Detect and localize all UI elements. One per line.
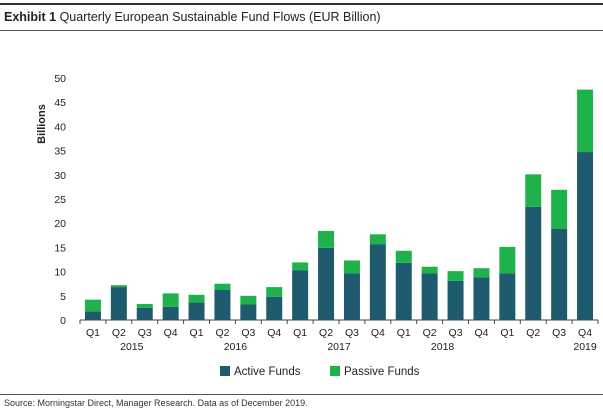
x-tick-label: Q3 <box>138 327 152 339</box>
bar-active-funds <box>240 304 257 320</box>
x-tick-label: Q1 <box>190 327 204 339</box>
bar-passive-funds <box>318 230 335 248</box>
chart-title-text: Quarterly European Sustainable Fund Flow… <box>59 10 381 24</box>
bar-passive-funds <box>473 268 490 278</box>
bar-passive-funds <box>110 285 127 288</box>
bar-active-funds <box>499 273 516 320</box>
bar-passive-funds <box>499 246 516 274</box>
y-tick-label: 0 <box>60 315 66 327</box>
x-tick-label: Q2 <box>112 327 126 339</box>
y-axis-label: Billions <box>36 104 48 144</box>
legend-label-passive: Passive Funds <box>344 366 420 378</box>
bar-active-funds <box>369 244 386 320</box>
bar-active-funds <box>525 206 542 320</box>
bar-passive-funds <box>395 250 412 263</box>
x-tick-label: Q4 <box>267 327 281 339</box>
bar-active-funds <box>447 280 464 320</box>
bar-active-funds <box>136 307 153 320</box>
bar-active-funds <box>473 277 490 320</box>
x-tick-label: Q1 <box>293 327 307 339</box>
bar-passive-funds <box>240 295 257 305</box>
x-tick-label: Q4 <box>474 327 488 339</box>
bar-passive-funds <box>136 304 153 308</box>
y-tick-label: 20 <box>54 218 66 230</box>
bar-active-funds <box>110 287 127 320</box>
y-tick-label: 35 <box>54 146 66 158</box>
y-tick-label: 5 <box>60 291 66 303</box>
y-tick-label: 40 <box>54 121 66 133</box>
bars <box>84 89 594 320</box>
bar-active-funds <box>214 289 231 320</box>
bar-passive-funds <box>266 287 283 297</box>
x-tick-label: Q1 <box>86 327 100 339</box>
chart-title: Exhibit 1 Quarterly European Sustainable… <box>4 10 381 24</box>
x-tick-label: Q2 <box>423 327 437 339</box>
bar-active-funds <box>266 296 283 320</box>
bar-active-funds <box>343 273 360 320</box>
x-axis: Q1 Q2 Q3 Q4 Q1 Q2 Q3 Q4 Q1 Q2 Q3 Q4 Q1 Q2 Q3 Q4 Q1 Q2 Q3 Q4… <box>79 319 599 353</box>
bar-passive-funds <box>188 294 205 303</box>
y-tick-label: 15 <box>54 242 66 254</box>
x-tick-label: Q3 <box>552 327 566 339</box>
bar-passive-funds <box>421 266 438 274</box>
x-year-label: 2016 <box>224 341 248 353</box>
legend-swatch-passive <box>330 366 340 376</box>
x-tick-label: Q1 <box>500 327 514 339</box>
title-bar: Exhibit 1 Quarterly European Sustainable… <box>0 0 603 26</box>
bar-passive-funds <box>577 89 594 153</box>
bar-active-funds <box>188 302 205 320</box>
bar-passive-funds <box>214 283 231 290</box>
x-tick-label: Q3 <box>241 327 255 339</box>
exhibit-label: Exhibit 1 <box>4 10 57 24</box>
x-tick-label: Q2 <box>526 327 540 339</box>
x-year-label: 2015 <box>120 341 144 353</box>
y-tick-label: 45 <box>54 97 66 109</box>
title-divider <box>0 30 603 31</box>
x-year-label: 2018 <box>431 341 455 353</box>
bar-active-funds <box>577 152 594 320</box>
x-tick-label: Q3 <box>345 327 359 339</box>
x-year-label: 2019 <box>573 341 597 353</box>
bar-active-funds <box>551 229 568 320</box>
y-tick-label: 10 <box>54 267 66 279</box>
y-tick-label: 50 <box>54 73 66 85</box>
bar-active-funds <box>292 270 309 320</box>
bar-passive-funds <box>369 234 386 245</box>
bar-passive-funds <box>292 262 309 271</box>
bar-passive-funds <box>343 260 360 274</box>
title-rule <box>0 3 603 5</box>
bar-active-funds <box>84 311 101 320</box>
bar-active-funds <box>162 306 179 320</box>
legend-swatch-active <box>220 366 230 376</box>
x-tick-label: Q2 <box>215 327 229 339</box>
bar-passive-funds <box>162 293 179 307</box>
x-year-label: 2017 <box>327 341 351 353</box>
bar-passive-funds <box>447 271 464 281</box>
bar-passive-funds <box>84 299 101 312</box>
y-tick-label: 30 <box>54 170 66 182</box>
source-note: Source: Morningstar Direct, Manager Rese… <box>4 398 308 408</box>
x-tick-label: Q2 <box>319 327 333 339</box>
y-tick-label: 25 <box>54 194 66 206</box>
footer-divider <box>0 394 603 395</box>
bar-passive-funds <box>525 174 542 207</box>
legend-label-active: Active Funds <box>234 366 301 378</box>
bar-active-funds <box>395 262 412 320</box>
x-tick-label: Q4 <box>164 327 178 339</box>
x-tick-label: Q1 <box>397 327 411 339</box>
bar-passive-funds <box>551 189 568 230</box>
x-tick-label: Q4 <box>371 327 385 339</box>
legend: Active Funds Passive Funds <box>220 366 420 378</box>
y-axis: Billions 0 5 10 15 20 25 30 35 40 45 50 <box>36 73 66 327</box>
x-tick-label: Q3 <box>449 327 463 339</box>
bar-active-funds <box>421 273 438 320</box>
bar-active-funds <box>318 247 335 320</box>
x-tick-label: Q4 <box>578 327 592 339</box>
